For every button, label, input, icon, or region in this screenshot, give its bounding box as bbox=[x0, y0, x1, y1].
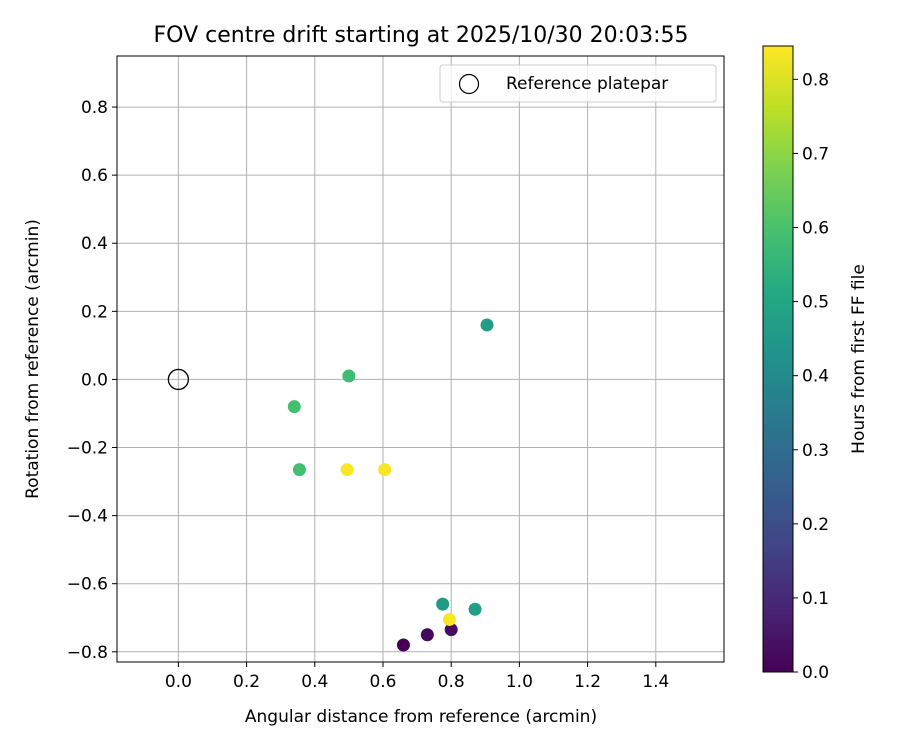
legend: Reference platepar bbox=[439, 64, 717, 103]
legend-entry: Reference platepar bbox=[506, 74, 668, 94]
y-tick-label: 0.2 bbox=[81, 302, 108, 322]
colorbar-label: Hours from first FF file bbox=[849, 264, 869, 454]
colorbar-tick-label: 0.6 bbox=[802, 219, 829, 239]
data-point bbox=[396, 638, 410, 652]
data-point bbox=[468, 602, 482, 616]
y-axis-label: Rotation from reference (arcmin) bbox=[23, 219, 43, 499]
colorbar-tick-label: 0.7 bbox=[802, 144, 829, 164]
legend-marker-icon bbox=[458, 73, 480, 95]
data-point bbox=[378, 463, 392, 477]
x-axis-label: Angular distance from reference (arcmin) bbox=[245, 707, 597, 727]
y-tick-label: 0.6 bbox=[81, 166, 108, 186]
x-tick-label: 0.0 bbox=[165, 672, 192, 692]
x-tick-label: 0.8 bbox=[438, 672, 465, 692]
reference-point bbox=[167, 368, 190, 391]
data-point bbox=[340, 463, 354, 477]
chart-title: FOV centre drift starting at 2025/10/30 … bbox=[154, 23, 689, 48]
data-point bbox=[292, 463, 306, 477]
colorbar: 0.0 0.1 0.2 0.3 0.4 0.5 0.6 0.7 0.8 Hours from f… bbox=[762, 45, 869, 683]
data-point bbox=[420, 628, 434, 642]
colorbar-tick-label: 0.4 bbox=[802, 367, 829, 387]
grid-lines bbox=[117, 56, 724, 662]
y-tick-label: −0.8 bbox=[67, 643, 108, 663]
y-tick-label: −0.4 bbox=[67, 507, 108, 527]
colorbar-tick-label: 0.0 bbox=[802, 663, 829, 683]
data-point bbox=[436, 597, 450, 611]
colorbar-tick-label: 0.1 bbox=[802, 589, 829, 609]
colorbar-gradient bbox=[762, 45, 794, 673]
x-tick-label: 1.2 bbox=[574, 672, 601, 692]
data-point bbox=[287, 400, 301, 414]
x-axis-ticks: 0.0 0.2 0.4 0.6 0.8 1.0 1.2 1.4 bbox=[165, 662, 669, 692]
y-tick-label: 0.0 bbox=[81, 370, 108, 390]
colorbar-tick-label: 0.8 bbox=[802, 70, 829, 90]
data-point bbox=[480, 318, 494, 332]
data-point bbox=[444, 623, 458, 637]
data-points bbox=[287, 318, 494, 652]
y-axis-ticks: −0.8 −0.6 −0.4 −0.2 0.0 0.2 0.4 0.6 0.8 bbox=[67, 98, 117, 663]
colorbar-tick-label: 0.5 bbox=[802, 293, 829, 313]
y-tick-label: 0.4 bbox=[81, 234, 108, 254]
x-tick-label: 0.4 bbox=[301, 672, 328, 692]
plot-area-frame bbox=[116, 55, 725, 663]
data-point bbox=[442, 612, 456, 626]
x-tick-label: 0.2 bbox=[233, 672, 260, 692]
legend-box bbox=[439, 64, 717, 103]
x-tick-label: 1.0 bbox=[506, 672, 533, 692]
data-point bbox=[342, 369, 356, 383]
x-tick-label: 0.6 bbox=[369, 672, 396, 692]
x-tick-label: 1.4 bbox=[642, 672, 669, 692]
y-tick-label: −0.2 bbox=[67, 439, 108, 459]
colorbar-tick-label: 0.2 bbox=[802, 515, 829, 535]
reference-marker bbox=[167, 368, 190, 391]
colorbar-ticks: 0.0 0.1 0.2 0.3 0.4 0.5 0.6 0.7 0.8 bbox=[793, 70, 829, 683]
y-tick-label: 0.8 bbox=[81, 98, 108, 118]
y-tick-label: −0.6 bbox=[67, 575, 108, 595]
colorbar-tick-label: 0.3 bbox=[802, 441, 829, 461]
